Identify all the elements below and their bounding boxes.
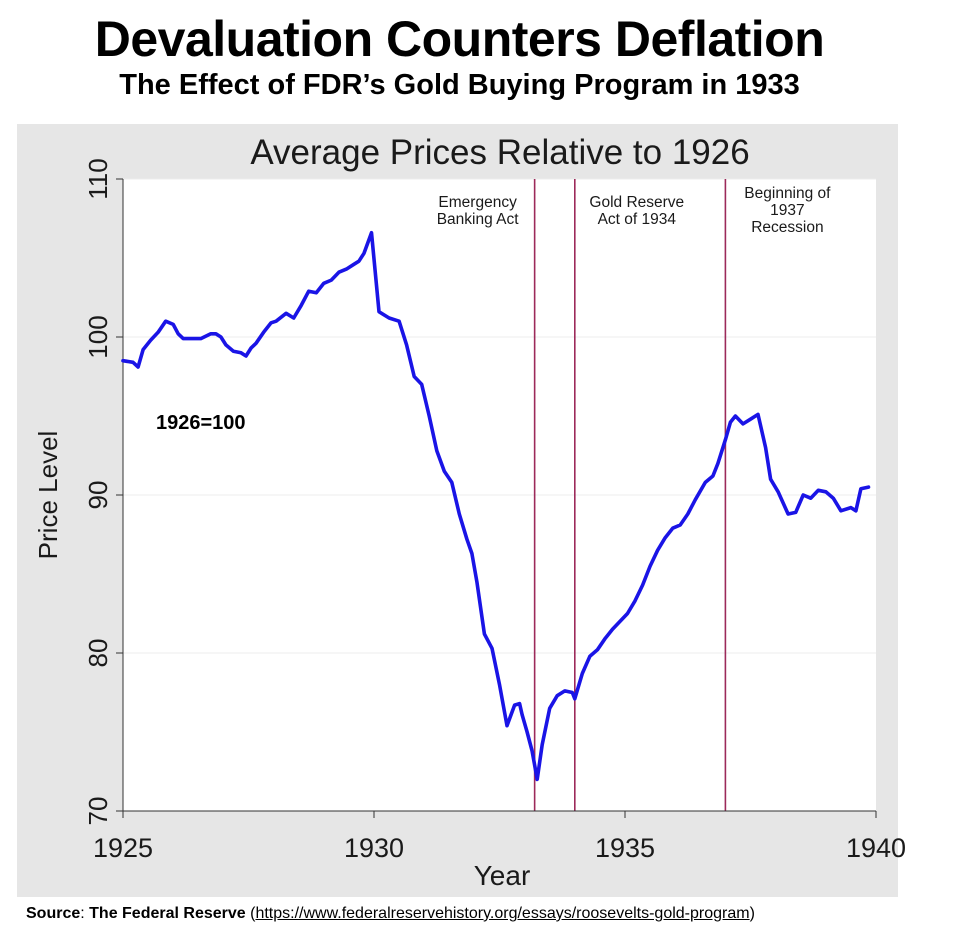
y-tick-label: 70 — [83, 797, 113, 826]
source-open-paren: ( — [245, 905, 256, 922]
y-axis-label: Price Level — [33, 431, 63, 560]
source-name: The Federal Reserve — [89, 905, 246, 922]
x-tick-label: 1925 — [93, 833, 153, 863]
x-tick-label: 1930 — [344, 833, 404, 863]
source-separator: : — [80, 905, 90, 922]
x-tick-label: 1935 — [595, 833, 655, 863]
price-level-line — [121, 230, 871, 782]
y-tick-label: 110 — [83, 158, 113, 199]
event-label: Emergency Banking Act — [437, 194, 520, 228]
y-tick-label: 90 — [83, 481, 113, 510]
source-label: Source — [26, 905, 81, 922]
axes: 70 80 90 100 110 1925 1930 1935 1940 — [83, 158, 906, 863]
chart-title: Average Prices Relative to 1926 — [250, 133, 749, 172]
event-label: Beginning of 1937 Recession — [744, 185, 831, 236]
y-tick-label: 100 — [83, 315, 113, 358]
page-title: Devaluation Counters Deflation — [94, 11, 825, 67]
source-note: Source: The Federal Reserve (https://www… — [26, 905, 755, 923]
x-axis-label: Year — [474, 860, 531, 891]
source-link[interactable]: https://www.federalreservehistory.org/es… — [255, 905, 750, 922]
event-markers: Emergency Banking Act Gold Reserve Act of 1… — [437, 179, 831, 811]
source-close-paren: ) — [749, 905, 755, 922]
series-layer — [121, 230, 871, 782]
page-subtitle: The Effect of FDR’s Gold Buying Program … — [119, 69, 800, 101]
y-tick-label: 80 — [83, 639, 113, 668]
price-chart: Average Prices Relative to 1926 Price Le… — [17, 124, 906, 897]
event-label: Gold Reserve Act of 1934 — [589, 194, 684, 228]
x-tick-label: 1940 — [846, 833, 906, 863]
base-year-annotation: 1926=100 — [156, 412, 246, 434]
